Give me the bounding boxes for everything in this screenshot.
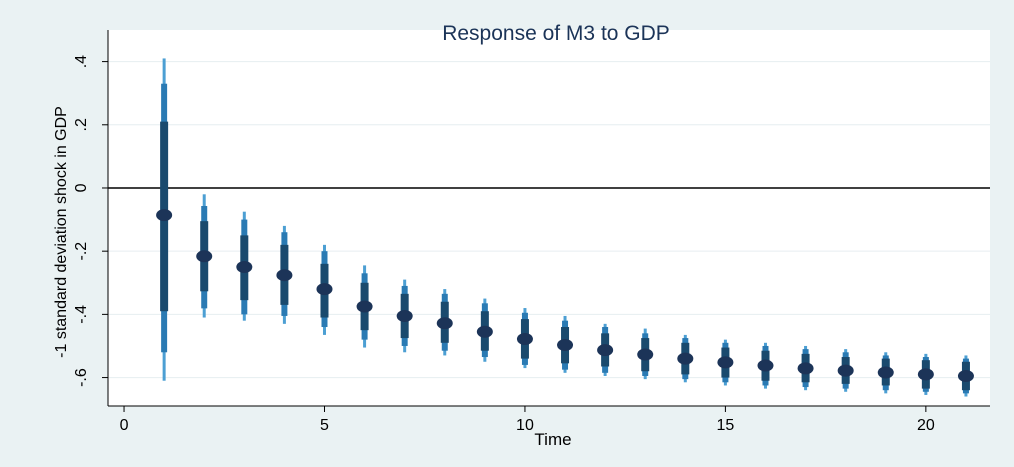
point-estimate [797,362,814,375]
point-estimate [877,366,894,379]
y-tick-label: .4 [73,55,90,68]
point-estimate [597,344,614,357]
point-estimate [917,368,934,381]
point-estimate [677,352,694,365]
point-estimate [196,250,213,263]
point-estimate [637,348,654,361]
chart-title: Response of M3 to GDP [442,22,670,45]
y-tick-label: .2 [73,118,90,131]
y-axis-label: -1 standard deviation shock in GDP [53,106,70,358]
point-estimate [717,356,734,369]
point-estimate [356,300,373,313]
point-estimate [516,333,533,346]
y-tick-label: 0 [73,183,90,192]
point-estimate [757,359,774,372]
point-estimate [396,309,413,322]
x-tick-label: 0 [120,417,129,434]
x-tick-label: 15 [717,417,735,434]
point-estimate [276,269,293,282]
point-estimate [156,209,173,222]
y-tick-label: -.6 [73,368,90,387]
x-tick-label: 5 [320,417,329,434]
plot-area [108,30,990,406]
x-tick-label: 10 [516,417,534,434]
point-estimate [557,339,574,352]
point-estimate [436,317,453,330]
y-tick-label: -.4 [73,305,90,324]
x-axis-label: Time [534,430,571,449]
x-tick-label: 20 [917,417,935,434]
point-estimate [316,283,333,296]
point-estimate [957,369,974,382]
point-estimate [236,260,253,273]
point-estimate [476,325,493,338]
y-tick-label: -.2 [73,242,90,261]
point-estimate [837,364,854,377]
